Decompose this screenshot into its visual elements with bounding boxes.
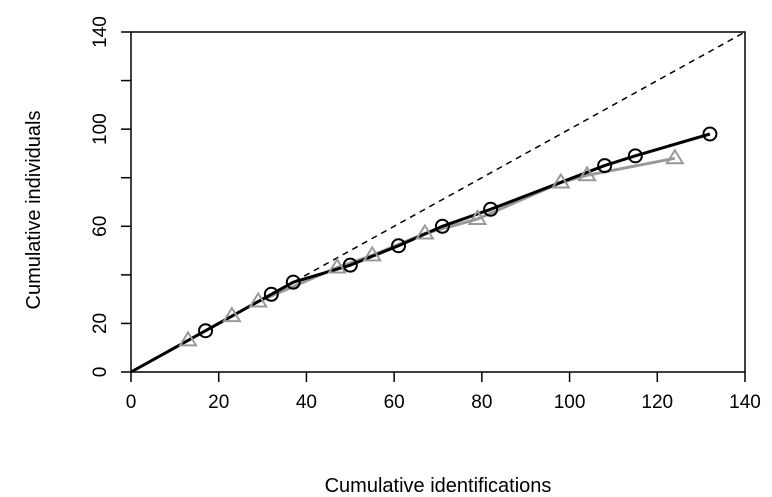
data-point-triangle <box>415 223 435 240</box>
y-tick-label: 20 <box>90 313 111 334</box>
data-point-circle <box>702 126 718 142</box>
y-tick-label: 0 <box>90 367 111 378</box>
x-tick-label: 120 <box>641 392 673 413</box>
x-axis-title: Cumulative identifications <box>325 475 552 497</box>
data-point-triangle <box>551 172 571 189</box>
data-point-circle <box>627 148 643 164</box>
data-point-circle <box>597 158 613 174</box>
data-point-circle <box>342 257 358 273</box>
data-point-triangle <box>467 209 488 225</box>
x-tick-label: 80 <box>471 392 492 413</box>
data-point-circle <box>285 274 301 290</box>
data-point-circle <box>434 218 450 234</box>
data-point-circle <box>263 286 279 302</box>
x-tick-label: 20 <box>208 392 229 413</box>
data-point-triangle <box>178 330 198 347</box>
data-point-triangle <box>248 291 268 308</box>
data-point-triangle <box>577 165 597 182</box>
x-tick-label: 60 <box>384 392 405 413</box>
data-point-triangle <box>222 306 242 323</box>
data-point-triangle <box>665 148 685 165</box>
y-tick-label: 60 <box>90 216 111 237</box>
data-point-triangle <box>327 257 347 274</box>
plot-frame <box>130 31 746 373</box>
data-point-circle <box>391 238 407 254</box>
data-point-circle <box>483 201 499 217</box>
y-axis-title: Cumulative individuals <box>23 111 45 310</box>
y-tick-label: 100 <box>90 113 111 145</box>
x-tick-label: 40 <box>296 392 317 413</box>
x-tick-label: 100 <box>554 392 586 413</box>
y-tick-label: 140 <box>90 16 111 48</box>
series-triangles-line <box>130 156 676 374</box>
reference-line-dashed <box>130 31 746 373</box>
data-point-triangle <box>362 245 383 262</box>
data-point-circle <box>198 323 214 339</box>
x-tick-label: 0 <box>126 392 137 413</box>
x-tick-label: 140 <box>729 392 761 413</box>
